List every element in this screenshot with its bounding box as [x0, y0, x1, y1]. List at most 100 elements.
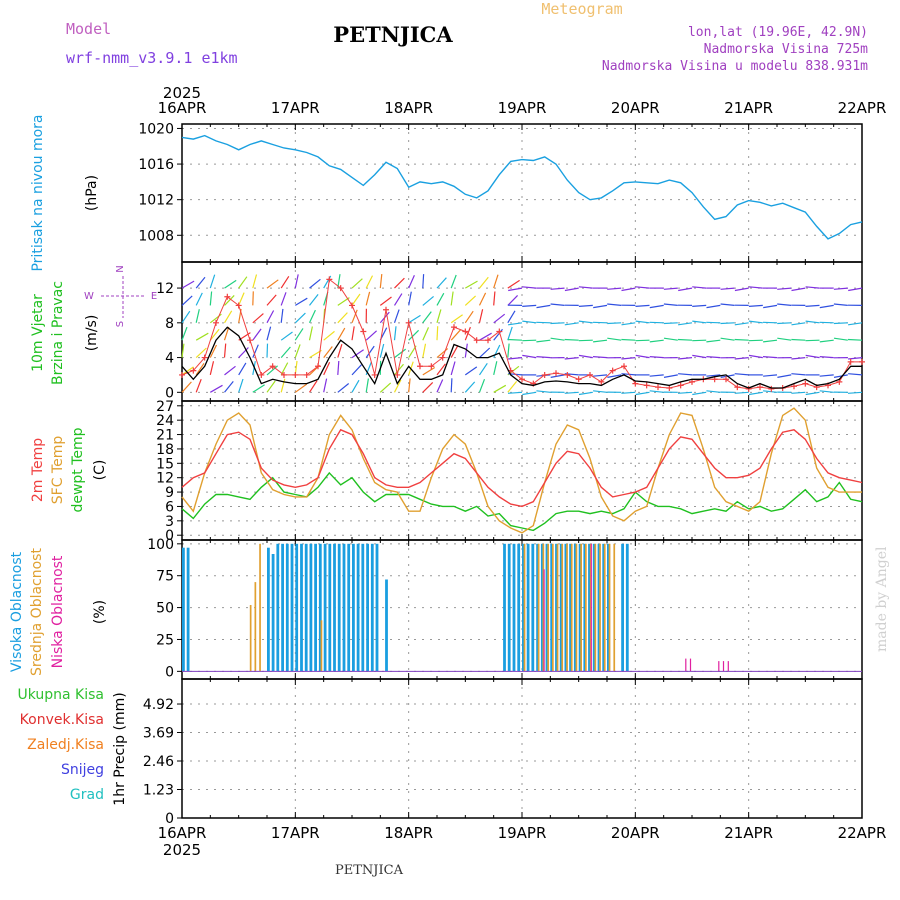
- wind-arrow: [593, 304, 608, 309]
- wind-arrow: [734, 357, 749, 360]
- wind-arrow: [365, 378, 369, 393]
- pressure-line: [181, 134, 863, 240]
- panel-precip: 0 1.23 2.46 3.69 4.92: [143, 678, 863, 827]
- wind-arrow: [450, 329, 461, 341]
- wind-arrow: [436, 363, 446, 376]
- high-cloud-bar: [370, 543, 374, 672]
- wind-arrow: [394, 277, 405, 289]
- mid-cloud-bar: [570, 543, 573, 672]
- wind-arrow: [848, 373, 863, 376]
- ylabel-cloud-high: Visoka Oblacnost: [9, 551, 25, 672]
- ylabel-temp-sfc: SFC Temp: [50, 436, 66, 505]
- wind-arrow: [294, 383, 308, 393]
- wind-arrow: [351, 379, 360, 393]
- wind-arrow: [422, 381, 434, 393]
- wind-arrow: [522, 286, 537, 289]
- wind-arrow: [649, 374, 664, 377]
- wind-arrow: [294, 328, 304, 341]
- wind-arrow: [465, 280, 478, 289]
- wind-arrow: [819, 321, 834, 324]
- wind-arrow: [479, 332, 492, 341]
- wind-arrow: [763, 339, 778, 343]
- wind-arrow: [408, 291, 412, 306]
- high-cloud-bar: [531, 543, 535, 672]
- mid-cloud-bar: [259, 543, 261, 672]
- wind-arrow: [379, 343, 385, 358]
- y-tick-label: 9: [165, 485, 174, 501]
- wind-arrow: [805, 320, 820, 324]
- ylabel-cloud-unit: (%): [92, 600, 108, 624]
- bottom-x-labels: 16APR 17APR 18APR 19APR 20APR 21APR 22APR: [158, 824, 887, 842]
- wind-arrow: [819, 390, 834, 393]
- dewpt-line: [181, 471, 863, 532]
- wind-arrow: [763, 304, 778, 309]
- low-cloud-bar: [727, 661, 729, 672]
- high-cloud-bar: [281, 543, 284, 672]
- y-tick-label: 0: [165, 664, 174, 680]
- wind-arrow: [223, 310, 233, 324]
- wind-arrow: [478, 309, 484, 323]
- mid-cloud-bar: [320, 620, 323, 672]
- ylabel-temp-unit: (C): [92, 460, 108, 481]
- mid-cloud-bar: [547, 543, 549, 672]
- y-tick-label: 75: [156, 569, 174, 585]
- wind-arrow: [195, 362, 205, 376]
- y-tick-label: 3.69: [143, 726, 174, 742]
- y-tick-label: 1020: [138, 121, 174, 137]
- wind-arrow: [195, 378, 202, 393]
- wind-arrow: [280, 362, 289, 376]
- high-cloud-bar: [290, 543, 294, 672]
- y-tick-label: 6: [165, 499, 174, 515]
- wind-arrow: [181, 326, 188, 341]
- footer-station: PETNJICA: [335, 863, 404, 878]
- wind-arrow: [266, 279, 279, 289]
- wind-arrow: [734, 391, 749, 394]
- wind-arrow: [593, 390, 608, 393]
- wind-arrow: [635, 339, 650, 342]
- wind-arrow: [593, 374, 608, 377]
- wind-arrow: [422, 311, 432, 324]
- wind-arrow: [621, 391, 636, 394]
- wind-arrow: [479, 362, 488, 376]
- wind-arrow: [791, 373, 806, 376]
- wind-arrow: [436, 379, 444, 393]
- year-bottom: 2025: [163, 841, 201, 859]
- high-cloud-bar: [375, 543, 379, 672]
- wind-arrow: [706, 339, 721, 343]
- panel-cloud: 0 25 50 75 100: [147, 537, 863, 680]
- wind-arrow: [692, 339, 707, 342]
- high-cloud-bar: [550, 543, 554, 672]
- wind-arrow: [847, 338, 863, 341]
- legend-precip-2: Zaledj.Kisa: [27, 737, 104, 753]
- wind-arrow: [308, 326, 313, 341]
- wind-arrow: [422, 343, 427, 358]
- wind-arrow: [450, 378, 453, 393]
- model-elevation: Nadmorska Visina u modelu 838.931m: [602, 59, 868, 74]
- x-tick-label-top: 21APR: [724, 99, 773, 117]
- wind-arrow: [692, 304, 707, 307]
- wind-arrow: [720, 337, 735, 341]
- wind-arrow: [379, 296, 392, 306]
- wind-arrow: [479, 347, 491, 359]
- wind-arrow: [224, 294, 235, 306]
- wind-arrow: [365, 330, 378, 341]
- wind-arrow: [692, 391, 707, 396]
- x-tick-label-top: 19APR: [498, 99, 547, 117]
- wind-arrow: [805, 391, 820, 396]
- high-cloud-bar: [517, 543, 521, 672]
- wind-arrow: [252, 291, 254, 306]
- y-tick-label: 24: [156, 413, 174, 429]
- wind-arrow: [195, 347, 207, 359]
- wind-arrow: [635, 304, 650, 307]
- ylabel-cloud-low: Niska Oblacnost: [50, 555, 66, 668]
- wind-arrow: [308, 380, 318, 393]
- wind-arrow: [450, 345, 459, 358]
- high-cloud-bar: [569, 543, 572, 672]
- wind-arrow: [436, 309, 442, 323]
- wind-arrow: [663, 303, 678, 306]
- wind-arrow: [507, 338, 523, 341]
- wind-arrow: [337, 312, 348, 324]
- wind-arrow: [578, 320, 593, 324]
- wind-arrow: [522, 304, 537, 307]
